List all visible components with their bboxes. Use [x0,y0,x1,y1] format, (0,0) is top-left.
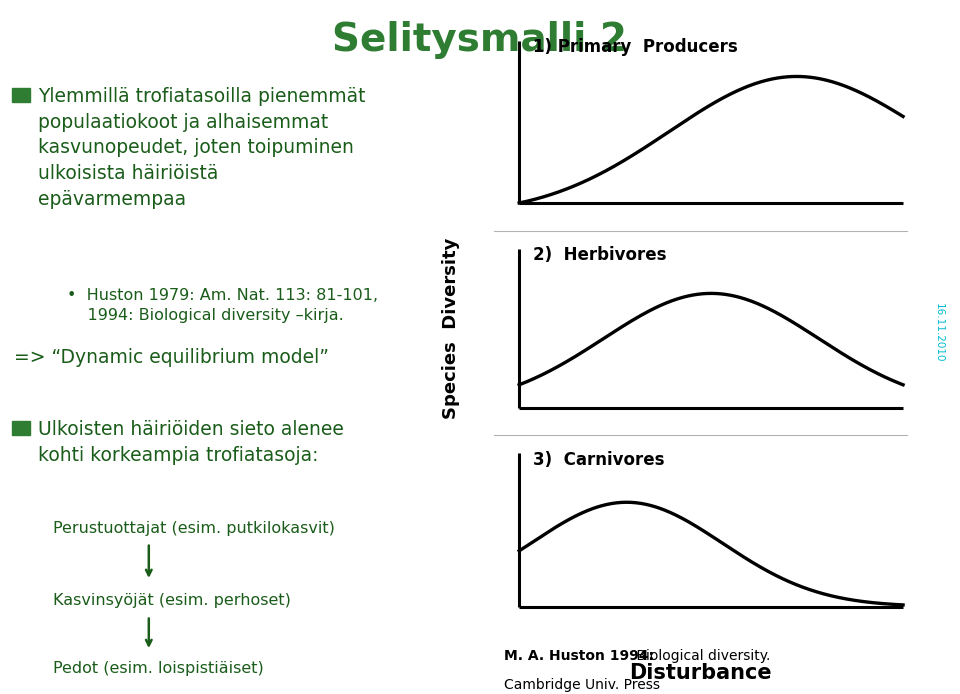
Text: Cambridge Univ. Press: Cambridge Univ. Press [504,678,660,692]
Text: •  Huston 1979: Am. Nat. 113: 81-101,
    1994: Biological diversity –kirja.: • Huston 1979: Am. Nat. 113: 81-101, 199… [67,288,378,323]
Bar [12,88,30,102]
Text: Ylemmillä trofiatasoilla pienemmät
populaatiokoot ja alhaisemmat
kasvunopeudet, : Ylemmillä trofiatasoilla pienemmät popul… [38,87,366,209]
Text: 2)  Herbivores: 2) Herbivores [533,246,666,264]
Text: 1) Primary  Producers: 1) Primary Producers [533,38,737,56]
Text: Disturbance: Disturbance [630,663,772,683]
Text: 3)  Carnivores: 3) Carnivores [533,451,664,469]
Text: Species  Diversity: Species Diversity [443,237,460,418]
Text: Perustuottajat (esim. putkilokasvit): Perustuottajat (esim. putkilokasvit) [53,520,335,536]
Text: Kasvinsyöjät (esim. perhoset): Kasvinsyöjät (esim. perhoset) [53,593,291,609]
Text: Biological diversity.: Biological diversity. [632,649,770,663]
Text: 16.11.2010: 16.11.2010 [934,303,944,363]
Text: Pedot (esim. loispistiäiset): Pedot (esim. loispistiäiset) [53,661,264,676]
Text: => “Dynamic equilibrium model”: => “Dynamic equilibrium model” [14,348,329,367]
Text: M. A. Huston 1994:: M. A. Huston 1994: [504,649,654,663]
Bar [12,421,30,435]
Text: Ulkoisten häiriöiden sieto alenee
kohti korkeampia trofiatasoja:: Ulkoisten häiriöiden sieto alenee kohti … [38,420,345,464]
Text: Selitysmalli 2: Selitysmalli 2 [332,21,628,59]
